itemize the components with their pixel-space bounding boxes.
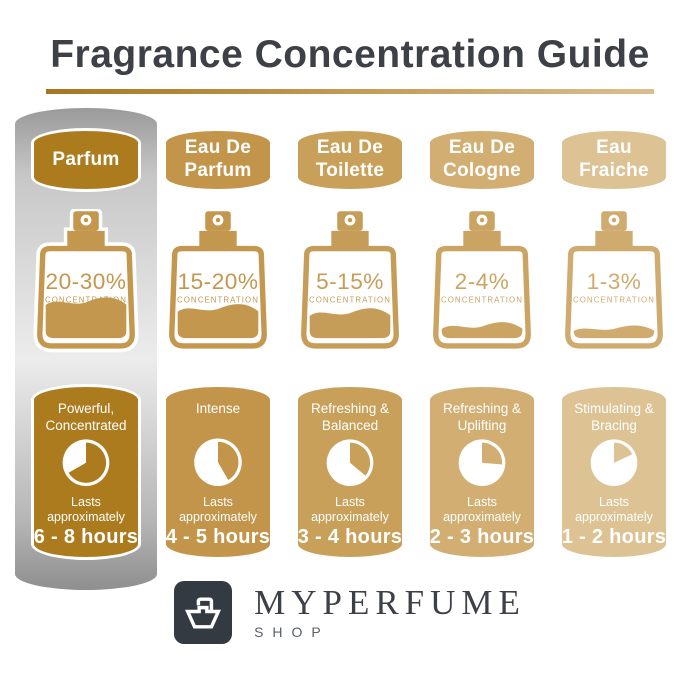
perfume-bottle-icon: 15-20% CONCENTRATION [165,209,271,353]
bottle-liquid-fill [441,322,523,339]
footer-brand: MYPERFUME SHOP [0,581,700,644]
bottle-collar [67,230,105,249]
lasts-label: Lasts approximately [179,494,257,524]
fragrance-type-label: Eau De Toilette [298,131,402,189]
lasts-label: Lasts approximately [443,494,521,524]
duration-card: Powerful, Concentrated Lasts approximate… [34,387,138,557]
perfume-bottle-icon: 5-15% CONCENTRATION [297,209,403,353]
clock-icon [326,439,374,487]
page-title: Fragrance Concentration Guide [50,33,650,76]
fragrance-type-label: Eau De Cologne [430,131,534,189]
concentration-value: 15-20% [178,269,259,294]
duration-card: Refreshing & Balanced Lasts approximatel… [298,387,402,557]
perfume-bottle-icon: 1-3% CONCENTRATION [561,209,667,353]
duration-value: 1 - 2 hours [561,526,667,548]
column-eau-de-cologne: Eau De Cologne 2-4% CONCENTRATION Refres… [422,108,542,557]
column-parfum: Parfum 20-30% CONCENTRATION Powerful, Co… [26,108,146,557]
myperfume-logo-icon [174,581,233,644]
concentration-value: 20-30% [46,269,127,294]
duration-value: 6 - 8 hours [33,526,139,548]
duration-card: Intense Lasts approximately 4 - 5 hours [166,387,270,557]
duration-value: 3 - 4 hours [297,526,403,548]
brand-name: MYPERFUME [254,583,526,622]
fragrance-type-label: Eau De Parfum [166,131,270,189]
scent-description: Powerful, Concentrated [45,401,127,434]
bottle-collar [595,230,633,249]
column-eau-de-toilette: Eau De Toilette 5-15% CONCENTRATION Refr… [290,108,410,557]
perfume-bottle-icon: 2-4% CONCENTRATION [429,209,535,353]
perfume-bottle-icon: 20-30% CONCENTRATION [33,209,139,353]
fragrance-type-label: Parfum [34,131,138,189]
clock-icon [194,438,242,487]
column-eau-de-parfum: Eau De Parfum 15-20% CONCENTRATION Inten… [158,108,278,557]
bottle-liquid-fill [573,325,655,339]
bottle-liquid-fill [177,304,259,339]
brand-text-block: MYPERFUME SHOP [254,585,526,640]
concentration-value: 1-3% [587,269,642,294]
concentration-value: 5-15% [316,269,384,294]
lasts-label: Lasts approximately [311,494,389,524]
clock-icon [62,439,110,487]
perfume-boat-glyph [185,596,222,629]
lasts-label: Lasts approximately [575,494,653,524]
bottle-liquid-fill [45,297,127,339]
scent-description: Refreshing & Uplifting [442,401,522,434]
header: Fragrance Concentration Guide [0,0,700,94]
concentration-caption: CONCENTRATION [441,296,523,305]
column-eau-fraiche: Eau Fraiche 1-3% CONCENTRATION Stimulati… [554,108,674,557]
concentration-caption: CONCENTRATION [309,296,391,305]
columns-area: Parfum 20-30% CONCENTRATION Powerful, Co… [15,108,674,590]
fragrance-type-label: Eau Fraiche [562,131,666,189]
bottle-collar [199,230,237,249]
brand-subtitle: SHOP [254,624,330,640]
duration-value: 2 - 3 hours [429,526,535,548]
scent-description: Stimulating & Bracing [574,401,654,434]
gold-divider-line [46,89,654,94]
duration-value: 4 - 5 hours [165,526,271,548]
bottle-collar [331,230,369,249]
bottle-liquid-fill [309,308,391,339]
clock-icon [590,439,638,487]
duration-card: Stimulating & Bracing Lasts approximatel… [562,387,666,557]
concentration-value: 2-4% [455,269,510,294]
bottle-body [433,245,531,349]
bottle-collar [463,230,501,249]
bottle-body [565,245,663,349]
scent-description: Refreshing & Balanced [310,401,390,434]
concentration-caption: CONCENTRATION [45,296,127,305]
scent-description: Intense [195,401,241,416]
duration-card: Refreshing & Uplifting Lasts approximate… [430,387,534,557]
concentration-caption: CONCENTRATION [573,296,655,305]
concentration-caption: CONCENTRATION [177,296,259,305]
clock-icon [458,439,506,487]
lasts-label: Lasts approximately [47,494,125,524]
